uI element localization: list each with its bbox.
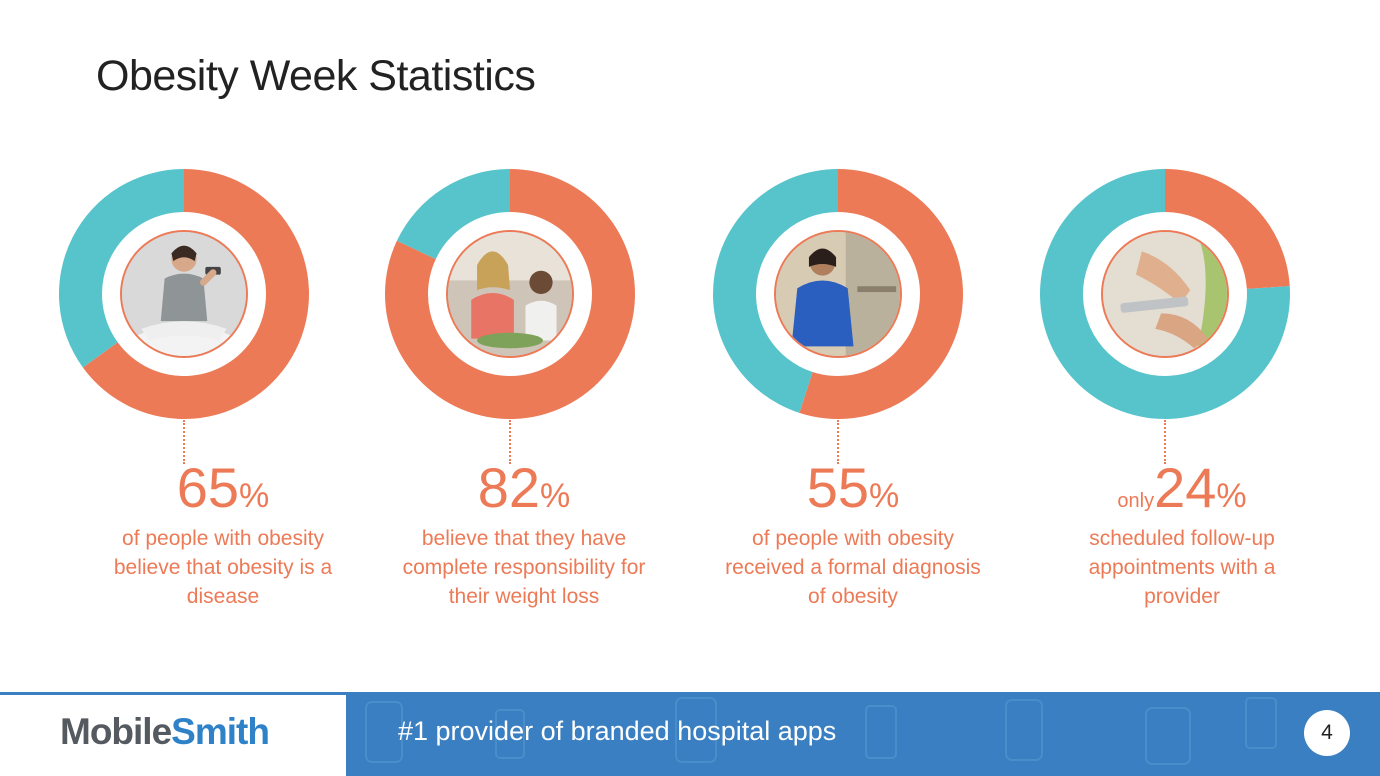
stat-description: of people with obesity received a formal … <box>725 527 981 608</box>
donut-chart <box>385 169 635 419</box>
stat-value: only24% <box>1117 456 1247 519</box>
stat-card: only24% scheduled follow-up appointments … <box>1017 168 1347 618</box>
donut-slice-remainder <box>396 169 510 260</box>
donut-slice-value <box>1165 169 1290 289</box>
donut-slice-remainder <box>1040 169 1290 419</box>
stat-description: believe that they have complete responsib… <box>402 527 646 608</box>
dotted-connector <box>509 420 511 464</box>
dotted-connector <box>837 420 839 464</box>
stat-card: 82% believe that they have complete respo… <box>359 168 689 618</box>
donut-slice-value <box>385 169 635 419</box>
footer-tagline: #1 provider of branded hospital apps <box>398 716 837 746</box>
footer-band: #1 provider of branded hospital apps 4 <box>346 692 1380 776</box>
stat-value: 82% <box>477 456 571 519</box>
page-number: 4 <box>1304 710 1350 756</box>
donut-slice-value <box>82 169 309 419</box>
donut-chart <box>1040 169 1290 419</box>
photo-woman-doctor-visit <box>774 230 902 358</box>
stat-description: of people with obesity believe that obesi… <box>113 527 333 608</box>
mobilesmith-logo: MobileSmith <box>60 711 270 752</box>
donut-chart <box>58 169 309 419</box>
stat-value: 65% <box>176 456 270 519</box>
donut-slice-remainder <box>713 169 838 413</box>
donut-chart <box>713 169 963 419</box>
photo-women-eating <box>446 230 574 358</box>
stat-description: scheduled follow-up appointments with a pr… <box>1088 527 1276 608</box>
footer-logo-area: MobileSmith <box>0 692 346 776</box>
donut-slice-value <box>799 169 963 419</box>
donut-slice-remainder <box>58 169 184 368</box>
background-pattern <box>365 697 1277 765</box>
stat-card: 65% of people with obesity believe that o… <box>58 168 388 618</box>
dotted-connector <box>1164 420 1166 464</box>
page-title: Obesity Week Statistics <box>96 52 536 100</box>
dotted-connector <box>183 420 185 464</box>
stat-card: 55% of people with obesity received a for… <box>688 168 1018 618</box>
stat-value: 55% <box>806 456 900 519</box>
photo-hands-smartphone <box>1101 230 1229 358</box>
photo-woman-exercising <box>120 230 248 358</box>
